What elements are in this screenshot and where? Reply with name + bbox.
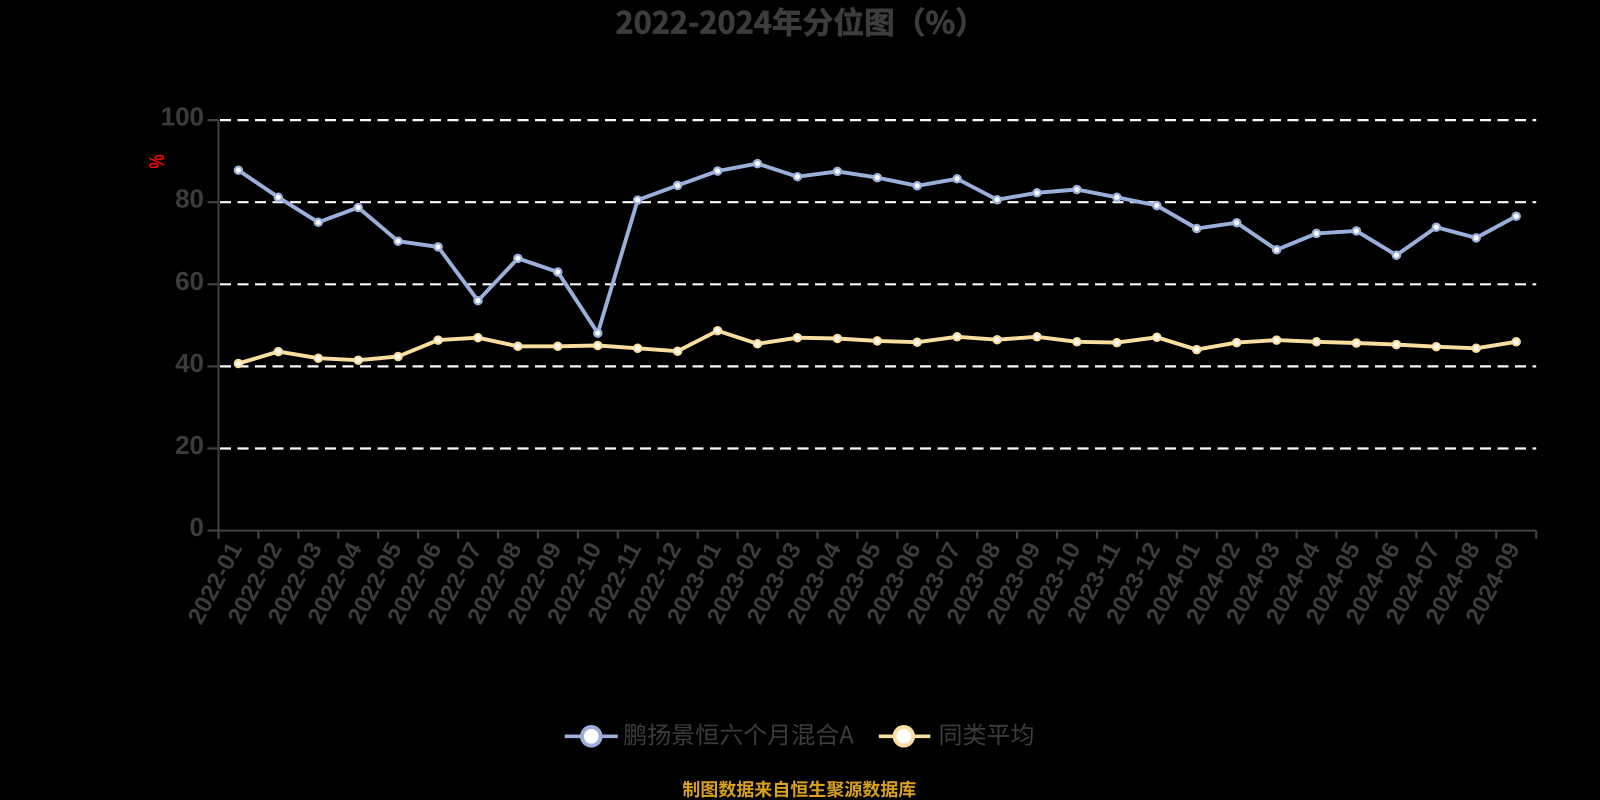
svg-text:%: % xyxy=(143,154,168,169)
svg-text:20: 20 xyxy=(175,430,204,460)
svg-text:40: 40 xyxy=(175,348,204,378)
svg-text:0: 0 xyxy=(190,512,204,542)
svg-text:100: 100 xyxy=(161,102,204,132)
svg-text:60: 60 xyxy=(175,266,204,296)
svg-text:80: 80 xyxy=(175,184,204,214)
